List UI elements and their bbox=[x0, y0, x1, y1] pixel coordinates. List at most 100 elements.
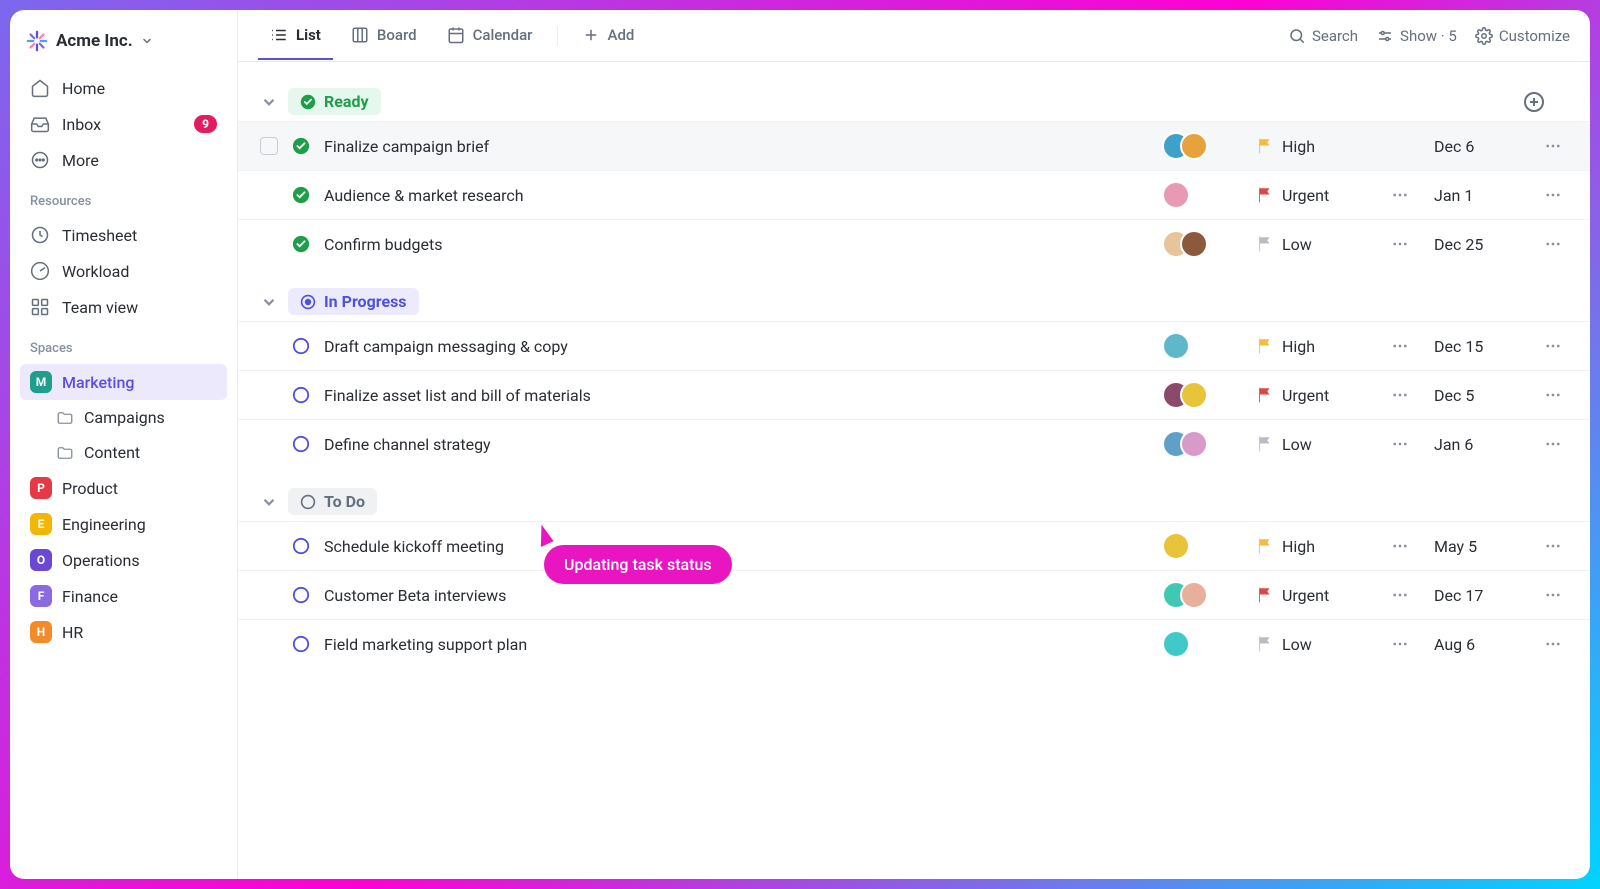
due-date[interactable]: Aug 6 bbox=[1434, 635, 1524, 654]
space-item-engineering[interactable]: EEngineering bbox=[20, 506, 227, 542]
nav-teamview[interactable]: Team view bbox=[20, 289, 227, 325]
space-item-operations[interactable]: OOperations bbox=[20, 542, 227, 578]
row-more-button[interactable] bbox=[1538, 235, 1568, 253]
tags-button[interactable] bbox=[1380, 635, 1420, 653]
task-row[interactable]: Schedule kickoff meeting High May 5 bbox=[238, 521, 1590, 570]
due-date[interactable]: Dec 17 bbox=[1434, 586, 1524, 605]
due-date[interactable]: Dec 15 bbox=[1434, 337, 1524, 356]
avatar[interactable] bbox=[1162, 532, 1190, 560]
tags-button[interactable] bbox=[1380, 337, 1420, 355]
nav-timesheet[interactable]: Timesheet bbox=[20, 217, 227, 253]
space-item-hr[interactable]: HHR bbox=[20, 614, 227, 650]
row-more-button[interactable] bbox=[1538, 635, 1568, 653]
tags-button[interactable] bbox=[1380, 235, 1420, 253]
assignees[interactable] bbox=[1162, 132, 1242, 160]
task-status-button[interactable] bbox=[292, 137, 310, 155]
priority[interactable]: Urgent bbox=[1256, 586, 1366, 605]
task-row[interactable]: Confirm budgets Low Dec 25 bbox=[238, 219, 1590, 268]
priority[interactable]: Urgent bbox=[1256, 186, 1366, 205]
row-more-button[interactable] bbox=[1538, 186, 1568, 204]
assignees[interactable] bbox=[1162, 630, 1242, 658]
task-status-button[interactable] bbox=[292, 386, 310, 404]
task-row[interactable]: Finalize asset list and bill of material… bbox=[238, 370, 1590, 419]
avatar[interactable] bbox=[1180, 381, 1208, 409]
tags-button[interactable] bbox=[1380, 386, 1420, 404]
tags-button[interactable] bbox=[1380, 586, 1420, 604]
folder-item-content[interactable]: Content bbox=[20, 435, 227, 470]
task-status-button[interactable] bbox=[292, 235, 310, 253]
tags-button[interactable] bbox=[1380, 435, 1420, 453]
group-collapse-toggle[interactable] bbox=[260, 93, 278, 111]
row-more-button[interactable] bbox=[1538, 137, 1568, 155]
view-tab-calendar[interactable]: Calendar bbox=[435, 12, 545, 60]
group-status-pill[interactable]: To Do bbox=[288, 488, 377, 515]
assignees[interactable] bbox=[1162, 581, 1242, 609]
group-collapse-toggle[interactable] bbox=[260, 493, 278, 511]
nav-more[interactable]: More bbox=[20, 142, 227, 178]
group-collapse-toggle[interactable] bbox=[260, 293, 278, 311]
priority[interactable]: High bbox=[1256, 337, 1366, 356]
space-item-finance[interactable]: FFinance bbox=[20, 578, 227, 614]
assignees[interactable] bbox=[1162, 230, 1242, 258]
task-status-button[interactable] bbox=[292, 635, 310, 653]
task-row[interactable]: Finalize campaign brief High Dec 6 bbox=[238, 121, 1590, 170]
task-row[interactable]: Field marketing support plan Low Aug 6 bbox=[238, 619, 1590, 668]
show-button[interactable]: Show · 5 bbox=[1376, 27, 1457, 45]
due-date[interactable]: Dec 25 bbox=[1434, 235, 1524, 254]
folder-item-campaigns[interactable]: Campaigns bbox=[20, 400, 227, 435]
task-status-button[interactable] bbox=[292, 586, 310, 604]
tags-button[interactable] bbox=[1380, 186, 1420, 204]
row-more-button[interactable] bbox=[1538, 386, 1568, 404]
task-row[interactable]: Customer Beta interviews Urgent Dec 17 bbox=[238, 570, 1590, 619]
add-task-button[interactable] bbox=[1522, 90, 1546, 114]
task-row[interactable]: Audience & market research Urgent Jan 1 bbox=[238, 170, 1590, 219]
due-date[interactable]: Jan 6 bbox=[1434, 435, 1524, 454]
task-status-button[interactable] bbox=[292, 337, 310, 355]
assignees[interactable] bbox=[1162, 332, 1242, 360]
tags-button[interactable] bbox=[1380, 537, 1420, 555]
avatar[interactable] bbox=[1180, 430, 1208, 458]
row-more-button[interactable] bbox=[1538, 337, 1568, 355]
row-more-button[interactable] bbox=[1538, 537, 1568, 555]
assignees[interactable] bbox=[1162, 181, 1242, 209]
priority[interactable]: Low bbox=[1256, 235, 1366, 254]
workspace-selector[interactable]: Acme Inc. bbox=[20, 22, 227, 70]
row-more-button[interactable] bbox=[1538, 435, 1568, 453]
group-status-pill[interactable]: Ready bbox=[288, 88, 381, 115]
assignees[interactable] bbox=[1162, 532, 1242, 560]
assignees[interactable] bbox=[1162, 381, 1242, 409]
due-date[interactable]: Jan 1 bbox=[1434, 186, 1524, 205]
avatar[interactable] bbox=[1180, 132, 1208, 160]
view-tab-list[interactable]: List bbox=[258, 12, 333, 60]
nav-workload[interactable]: Workload bbox=[20, 253, 227, 289]
view-tab-board[interactable]: Board bbox=[339, 12, 429, 60]
priority[interactable]: Low bbox=[1256, 635, 1366, 654]
group-status-pill[interactable]: In Progress bbox=[288, 288, 419, 315]
avatar[interactable] bbox=[1162, 181, 1190, 209]
task-checkbox[interactable] bbox=[260, 137, 278, 155]
priority[interactable]: Urgent bbox=[1256, 386, 1366, 405]
due-date[interactable]: Dec 6 bbox=[1434, 137, 1524, 156]
due-date[interactable]: Dec 5 bbox=[1434, 386, 1524, 405]
avatar[interactable] bbox=[1180, 230, 1208, 258]
task-row[interactable]: Draft campaign messaging & copy High Dec… bbox=[238, 321, 1590, 370]
task-status-button[interactable] bbox=[292, 537, 310, 555]
nav-inbox[interactable]: Inbox 9 bbox=[20, 106, 227, 142]
customize-button[interactable]: Customize bbox=[1475, 27, 1570, 45]
task-status-button[interactable] bbox=[292, 435, 310, 453]
assignees[interactable] bbox=[1162, 430, 1242, 458]
avatar[interactable] bbox=[1180, 581, 1208, 609]
view-add-button[interactable]: Add bbox=[570, 12, 647, 60]
search-button[interactable]: Search bbox=[1288, 27, 1358, 45]
due-date[interactable]: May 5 bbox=[1434, 537, 1524, 556]
task-row[interactable]: Define channel strategy Low Jan 6 bbox=[238, 419, 1590, 468]
avatar[interactable] bbox=[1162, 332, 1190, 360]
avatar[interactable] bbox=[1162, 630, 1190, 658]
row-more-button[interactable] bbox=[1538, 586, 1568, 604]
task-status-button[interactable] bbox=[292, 186, 310, 204]
nav-home[interactable]: Home bbox=[20, 70, 227, 106]
space-item-product[interactable]: PProduct bbox=[20, 470, 227, 506]
priority[interactable]: Low bbox=[1256, 435, 1366, 454]
space-item-marketing[interactable]: MMarketing bbox=[20, 364, 227, 400]
priority[interactable]: High bbox=[1256, 537, 1366, 556]
